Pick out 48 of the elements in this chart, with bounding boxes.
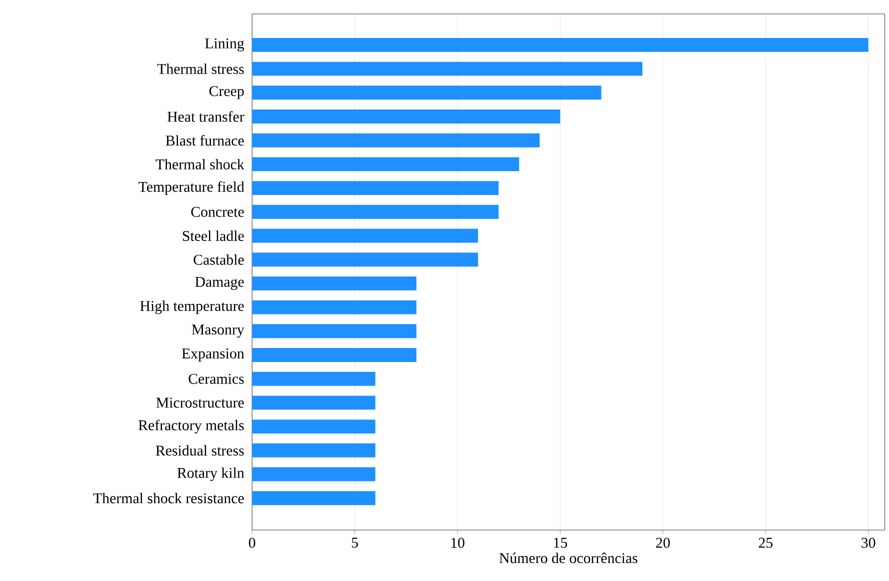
x-tick-label: 5 [352,538,358,548]
bar [252,348,416,362]
bar [252,491,376,506]
x-tick-label: 15 [554,538,568,548]
bar [252,181,499,196]
y-tick-label: Expansion [182,348,244,362]
x-tick-label: 10 [451,538,464,548]
bar [252,420,376,434]
bar [252,110,560,124]
y-tick-label: Castable [194,254,244,265]
x-tick-label: 20 [656,538,670,548]
y-tick-label: Refractory metals [138,420,244,434]
y-tick-label: High temperature [140,300,244,314]
y-tick-label: Ceramics [188,374,244,384]
bar [252,443,376,458]
y-tick-label: Concrete [191,206,244,217]
bar [252,396,376,410]
bar [252,252,478,267]
bar [252,467,376,482]
y-tick-label: Heat transfer [167,111,244,122]
y-tick-label: Microstructure [156,398,244,408]
bar [252,276,416,290]
bar [252,86,602,100]
y-tick-label: Steel ladle [182,230,244,242]
bar [252,324,416,338]
y-tick-label: Temperature field [138,181,244,195]
y-tick-label: Thermal shock [156,159,244,170]
bar [252,300,416,314]
y-tick-label: Masonry [192,324,244,338]
x-tick-label: 30 [862,538,876,548]
bar [252,372,376,386]
y-tick-label: Residual stress [156,445,244,456]
bar [252,204,499,219]
x-axis-title: Número de ocorrências [499,552,638,564]
bar [252,157,520,172]
y-tick-label: Lining [205,38,244,52]
x-tick-label: 0 [248,538,256,548]
bar [252,62,642,76]
y-tick-label: Creep [209,86,244,100]
y-tick-label: Rotary kiln [177,468,244,482]
x-tick-label: 25 [758,538,772,548]
y-tick-label: Blast furnace [166,135,244,146]
bar [252,133,540,148]
bar [252,228,478,243]
y-tick-label: Thermal stress [157,64,244,74]
y-tick-label: Damage [195,277,244,290]
bar [252,38,868,52]
y-tick-label: Thermal shock resistance [93,492,244,504]
